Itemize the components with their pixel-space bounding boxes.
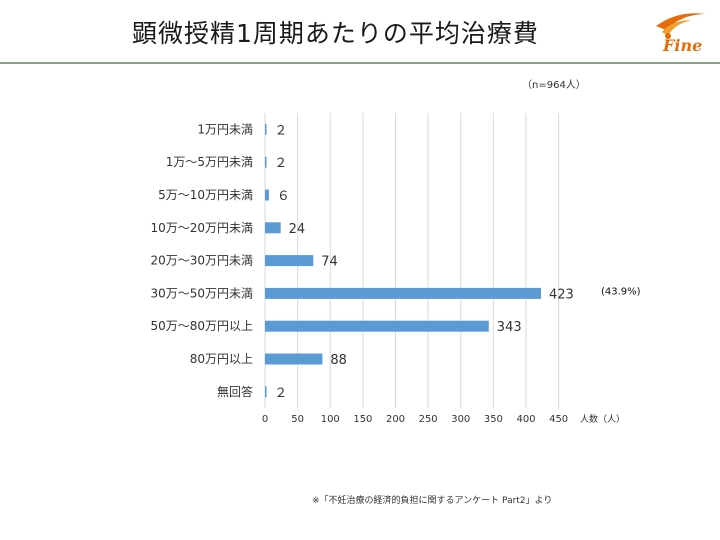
value-label: ２ bbox=[274, 386, 287, 401]
category-label: 1万円未満 bbox=[197, 122, 253, 136]
x-tick-label: 100 bbox=[321, 414, 340, 425]
bar bbox=[265, 222, 281, 234]
x-tick-label: 150 bbox=[353, 414, 372, 425]
category-label: 80万円以上 bbox=[190, 352, 253, 366]
value-label: 423 bbox=[549, 287, 574, 302]
fine-logo-icon bbox=[656, 13, 706, 39]
x-tick-label: 300 bbox=[451, 414, 470, 425]
value-label: ６ bbox=[277, 189, 290, 204]
logo-text: Fine bbox=[663, 36, 703, 55]
bar bbox=[265, 287, 542, 299]
value-label: 24 bbox=[289, 222, 306, 237]
bar bbox=[265, 156, 267, 168]
x-tick-label: 50 bbox=[291, 414, 304, 425]
x-tick-label: 250 bbox=[419, 414, 438, 425]
bar bbox=[265, 255, 314, 267]
bar bbox=[265, 189, 269, 201]
x-tick-label: 200 bbox=[386, 414, 405, 425]
x-axis-label: 人数（人） bbox=[580, 413, 625, 425]
value-label: ２ bbox=[274, 156, 287, 171]
x-tick-label: 350 bbox=[484, 414, 503, 425]
x-tick-label: 400 bbox=[516, 414, 535, 425]
value-label: 88 bbox=[330, 353, 347, 368]
percentage-annotation: (43.9%) bbox=[601, 286, 641, 297]
sample-size-note: （n=964人） bbox=[522, 80, 586, 91]
x-tick-label: 450 bbox=[549, 414, 568, 425]
category-label: 5万～10万円未満 bbox=[158, 188, 253, 202]
category-label: 20万～30万円未満 bbox=[150, 254, 253, 268]
category-label: 10万～20万円未満 bbox=[150, 221, 253, 235]
category-label: 30万～50万円未満 bbox=[150, 286, 253, 300]
x-tick-label: 0 bbox=[262, 414, 268, 425]
category-label: 50万～80万円以上 bbox=[150, 319, 253, 333]
source-footnote: ※「不妊治療の経済的負担に関するアンケート Part2」より bbox=[312, 496, 553, 506]
title-divider bbox=[0, 62, 720, 64]
bar bbox=[265, 386, 267, 398]
value-label: ２ bbox=[274, 123, 287, 138]
page-title: 顕微授精1周期あたりの平均治療費 bbox=[132, 19, 539, 48]
value-label: 343 bbox=[497, 320, 522, 335]
value-label: 74 bbox=[321, 255, 338, 270]
bar bbox=[265, 123, 267, 135]
category-label: 1万～5万円未満 bbox=[166, 155, 253, 169]
category-label: 無回答 bbox=[217, 384, 253, 399]
bar bbox=[265, 353, 323, 365]
bar bbox=[265, 320, 489, 332]
